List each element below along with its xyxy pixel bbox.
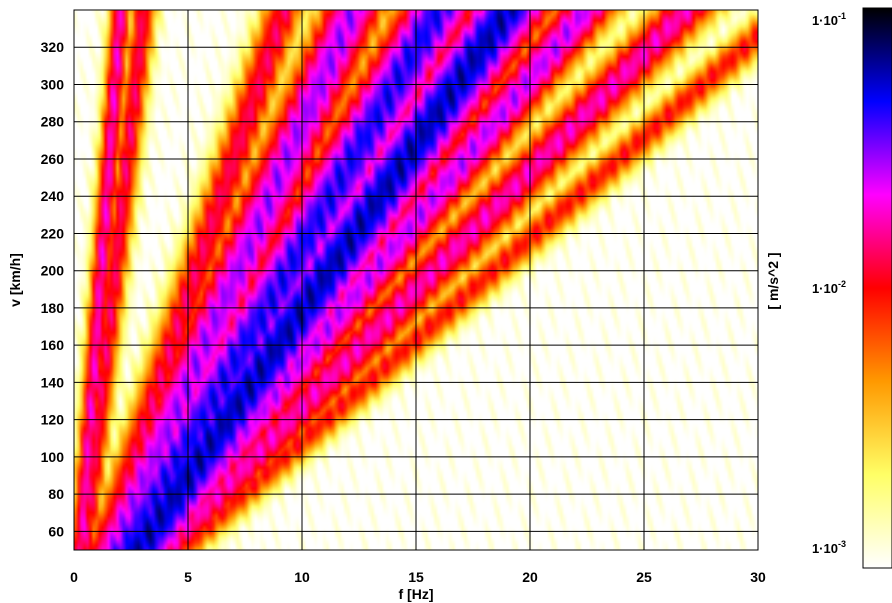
plot-frame (73, 9, 759, 551)
y-tick-label: 300 (41, 76, 65, 92)
x-axis-label: f [Hz] (399, 586, 434, 602)
y-tick-label: 260 (41, 151, 65, 167)
grid (73, 10, 759, 550)
y-tick-label: 200 (41, 263, 65, 279)
x-tick-label: 20 (522, 569, 538, 585)
y-tick-label: 60 (48, 523, 64, 539)
y-axis-label: v [km/h] (7, 253, 23, 307)
y-tick-label: 220 (41, 225, 65, 241)
y-tick-label: 140 (41, 374, 65, 390)
x-tick-label: 25 (636, 569, 652, 585)
x-tick-labels: 0 5 10 15 20 25 30 (70, 569, 766, 585)
y-tick-label: 100 (41, 449, 65, 465)
colorbar-tick-label: 1·10-3 (812, 539, 846, 556)
colorbar-tick-label: 1·10-1 (812, 11, 846, 28)
x-tick-label: 15 (408, 569, 424, 585)
y-tick-label: 160 (41, 337, 65, 353)
y-tick-label: 120 (41, 412, 65, 428)
colorbar-tick-label: 1·10-2 (812, 279, 846, 296)
x-tick-label: 30 (750, 569, 766, 585)
y-tick-label: 240 (41, 188, 65, 204)
y-tick-label: 180 (41, 300, 65, 316)
colorbar-tick-labels: 1·10-1 1·10-2 1·10-3 (812, 11, 846, 556)
y-tick-label: 80 (48, 486, 64, 502)
colorbar (862, 7, 892, 569)
y-tick-labels: 60 80 100 120 140 160 180 200 220 240 260 280 300 320 (41, 39, 65, 539)
y-tick-label: 280 (41, 114, 65, 130)
colorbar-label: [ m/s^2 ] (765, 252, 781, 309)
x-tick-label: 0 (70, 569, 78, 585)
x-tick-label: 10 (294, 569, 310, 585)
y-tick-label: 320 (41, 39, 65, 55)
x-tick-label: 5 (184, 569, 192, 585)
